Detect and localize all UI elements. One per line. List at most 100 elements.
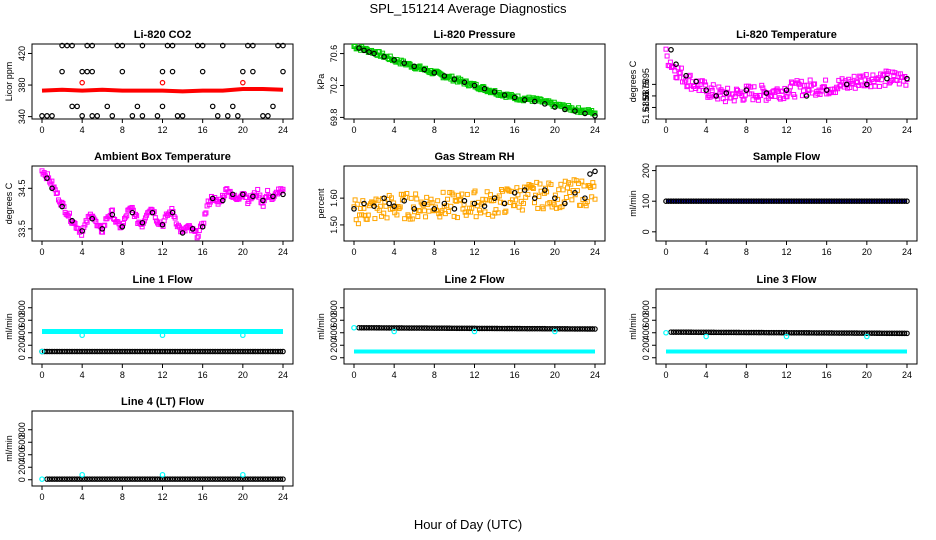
data-point: [84, 348, 90, 355]
data-point: [212, 476, 219, 482]
data-point: [792, 94, 798, 100]
data-point: [219, 348, 226, 355]
data-point: [365, 212, 371, 218]
data-point: [864, 81, 870, 88]
data-point: [109, 348, 116, 355]
data-point: [59, 68, 65, 75]
data-point: [796, 330, 802, 336]
data-point: [831, 198, 837, 205]
data-point: [552, 328, 558, 335]
data-point: [768, 198, 775, 205]
data-point: [114, 476, 121, 482]
y-axis-label: ml/min: [628, 190, 638, 217]
series-open: [351, 168, 598, 212]
x-tick-label: 24: [590, 125, 600, 135]
data-point: [524, 325, 531, 332]
data-point: [429, 325, 435, 331]
data-point: [783, 198, 790, 205]
x-tick-label: 8: [120, 492, 125, 502]
data-point: [391, 203, 397, 209]
data-point: [798, 198, 805, 205]
data-point: [471, 82, 478, 89]
data-point: [587, 171, 593, 177]
data-point: [371, 325, 377, 331]
data-point: [373, 325, 380, 331]
data-point: [106, 348, 113, 355]
data-point: [371, 203, 377, 209]
data-point: [129, 476, 136, 482]
data-point: [84, 219, 90, 225]
data-point: [811, 198, 817, 205]
data-point: [685, 329, 692, 336]
data-point: [441, 200, 448, 207]
data-point: [783, 87, 790, 93]
data-point: [270, 103, 276, 110]
data-point: [588, 185, 594, 191]
data-point: [511, 189, 518, 196]
data-point: [89, 42, 96, 49]
data-point: [572, 108, 578, 114]
data-point: [526, 325, 533, 332]
data-point: [431, 69, 438, 76]
data-point: [806, 198, 812, 205]
x-tick-label: 12: [469, 125, 479, 135]
data-point: [179, 348, 186, 355]
data-point: [562, 200, 568, 207]
data-point: [381, 210, 387, 216]
data-point: [702, 79, 708, 85]
data-point: [773, 198, 780, 205]
data-point: [514, 185, 520, 191]
data-point: [461, 325, 468, 332]
data-point: [559, 326, 566, 332]
data-point: [709, 87, 715, 93]
data-point: [245, 42, 251, 49]
data-point: [396, 325, 402, 331]
data-point: [688, 198, 694, 205]
data-point: [539, 325, 546, 332]
data-point: [828, 198, 835, 205]
data-point: [179, 113, 186, 119]
data-point: [738, 198, 745, 205]
data-point: [843, 198, 850, 205]
data-point: [843, 330, 850, 336]
data-point: [668, 198, 674, 205]
data-point: [901, 198, 908, 205]
data-point: [501, 200, 508, 207]
y-tick-label: 200: [641, 163, 651, 178]
data-point: [383, 203, 389, 209]
data-point: [506, 325, 513, 332]
data-point: [678, 65, 684, 71]
series-dense: [39, 348, 286, 355]
data-point: [129, 204, 135, 210]
data-point: [553, 205, 559, 211]
data-point: [352, 197, 358, 203]
data-point: [882, 82, 888, 88]
data-point: [109, 211, 116, 218]
data-point: [901, 330, 908, 337]
data-point: [272, 476, 279, 482]
data-point: [889, 330, 895, 337]
data-point: [214, 476, 221, 482]
data-point: [768, 329, 775, 336]
data-point: [172, 215, 178, 221]
y-axis-label: degrees C: [628, 60, 638, 102]
data-point: [192, 348, 198, 355]
data-point: [529, 325, 536, 332]
data-point: [214, 113, 221, 119]
data-point: [164, 42, 171, 49]
data-point: [219, 42, 226, 49]
data-point: [408, 325, 415, 331]
data-point: [759, 82, 765, 88]
x-tick-label: 20: [550, 247, 560, 257]
data-point: [755, 97, 761, 103]
data-point: [776, 198, 782, 205]
data-point: [250, 193, 256, 200]
panel-title: Ambient Box Temperature: [94, 151, 231, 163]
data-point: [162, 476, 168, 482]
data-point: [229, 476, 236, 482]
data-point: [831, 330, 837, 336]
data-point: [783, 333, 790, 340]
data-point: [159, 221, 166, 228]
data-point: [69, 348, 75, 355]
data-point: [112, 348, 118, 355]
